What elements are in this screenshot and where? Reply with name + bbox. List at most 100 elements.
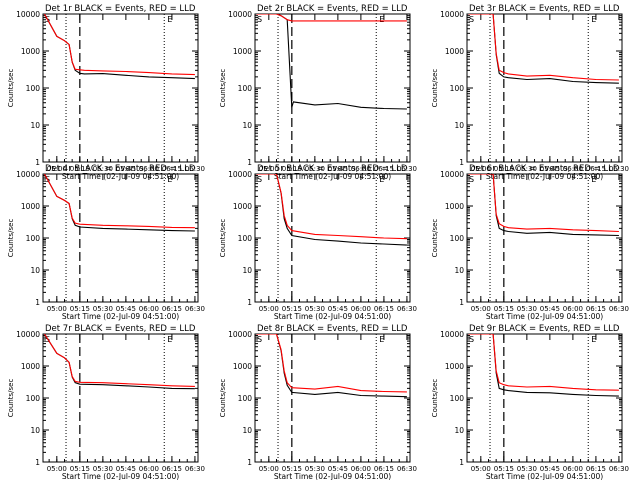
x-tick-label: 06:30 (609, 305, 629, 313)
y-tick-label: 1 (247, 158, 252, 167)
plot-frame (466, 13, 623, 163)
y-tick-label: 10 (454, 426, 464, 435)
series-line-lld (44, 334, 195, 387)
x-tick-label: 05:15 (282, 305, 302, 313)
y-tick-label: 10 (30, 121, 40, 130)
chart-panel-7: Det 7r BLACK = Events, RED = LLD 1 10 100 10… (7, 324, 205, 481)
x-tick-label: 05:45 (540, 305, 560, 313)
chart-title: Det 7r BLACK = Events, RED = LLD (45, 324, 196, 334)
end-corner-label: E (591, 175, 596, 184)
x-tick-label: 05:00 (471, 465, 491, 473)
chart-title: Det 6r BLACK = Events, RED = LLD (469, 164, 620, 174)
x-tick-label: 06:30 (185, 305, 205, 313)
chart-title: Det 3r BLACK = Events, RED = LLD (469, 4, 620, 14)
x-tick-label: 05:00 (471, 305, 491, 313)
x-axis-label: Start Time (02-Jul-09 04:51:00) (62, 312, 179, 321)
x-tick-label: 05:15 (70, 165, 90, 173)
x-axis-label: Start Time (02-Jul-09 04:51:00) (274, 172, 391, 181)
y-tick-label: 10 (454, 121, 464, 130)
series-line-lld (468, 174, 619, 233)
y-tick-label: 100 (26, 84, 41, 93)
x-tick-label: 06:15 (586, 165, 606, 173)
end-corner-label: E (167, 175, 172, 184)
x-tick-label: 06:30 (185, 465, 205, 473)
chart-title: Det 5r BLACK = Events, RED = LLD (257, 164, 408, 174)
series-line-lld (468, 14, 619, 81)
x-tick-label: 06:15 (374, 305, 394, 313)
series-line-lld (256, 14, 407, 22)
y-tick-label: 100 (238, 234, 253, 243)
end-corner-label: E (591, 335, 596, 344)
x-tick-label: 05:45 (116, 465, 136, 473)
y-tick-label: 1 (35, 298, 40, 307)
x-tick-label: 06:15 (374, 165, 394, 173)
end-corner-label: E (379, 335, 384, 344)
y-axis-label: Counts/sec (219, 379, 227, 418)
x-tick-label: 05:30 (93, 305, 113, 313)
x-tick-label: 06:30 (397, 465, 417, 473)
x-tick-label: 05:15 (282, 465, 302, 473)
series-line-events (468, 14, 619, 84)
x-tick-label: 06:15 (162, 465, 182, 473)
x-tick-label: 05:00 (47, 465, 67, 473)
x-tick-label: 06:30 (397, 305, 417, 313)
chart-title: Det 9r BLACK = Events, RED = LLD (469, 324, 620, 334)
x-tick-label: 05:30 (93, 165, 113, 173)
x-axis-label: Start Time (02-Jul-09 04:51:00) (486, 172, 603, 181)
y-tick-label: 100 (450, 84, 465, 93)
start-corner-label: S (469, 15, 474, 24)
y-tick-label: 1000 (445, 362, 464, 371)
y-tick-label: 10000 (228, 330, 252, 339)
y-tick-label: 100 (26, 394, 41, 403)
y-tick-label: 1000 (233, 202, 252, 211)
x-tick-label: 05:00 (47, 305, 67, 313)
start-corner-label: S (257, 15, 262, 24)
chart-panel-1: Det 1r BLACK = Events, RED = LLD 1 10 100 10… (7, 4, 205, 181)
x-tick-label: 06:30 (609, 465, 629, 473)
y-axis-label: Counts/sec (219, 219, 227, 258)
x-tick-label: 05:00 (471, 165, 491, 173)
x-tick-label: 05:00 (259, 305, 279, 313)
x-axis-label: Start Time (02-Jul-09 04:51:00) (486, 312, 603, 321)
x-tick-label: 06:00 (139, 305, 159, 313)
y-tick-label: 10 (242, 426, 252, 435)
chart-panel-2: Det 2r BLACK = Events, RED = LLD 1 10 100 10… (219, 4, 417, 181)
y-tick-label: 1 (247, 458, 252, 467)
chart-panel-8: Det 8r BLACK = Events, RED = LLD 1 10 100 10… (219, 324, 417, 481)
y-tick-label: 1000 (445, 202, 464, 211)
chart-panel-3: Det 3r BLACK = Events, RED = LLD 1 10 100 10… (431, 4, 629, 181)
x-tick-label: 06:00 (563, 465, 583, 473)
chart-title: Det 8r BLACK = Events, RED = LLD (257, 324, 408, 334)
x-tick-label: 05:15 (494, 165, 514, 173)
y-tick-label: 1 (35, 158, 40, 167)
series-line-events (256, 14, 407, 110)
end-corner-label: E (167, 15, 172, 24)
x-axis-label: Start Time (02-Jul-09 04:51:00) (62, 172, 179, 181)
start-corner-label: S (469, 335, 474, 344)
chart-title: Det 2r BLACK = Events, RED = LLD (257, 4, 408, 14)
chart-title: Det 4r BLACK = Events, RED = LLD (45, 164, 196, 174)
y-tick-label: 1000 (233, 47, 252, 56)
x-tick-label: 05:30 (305, 305, 325, 313)
start-corner-label: S (469, 175, 474, 184)
y-tick-label: 1000 (21, 202, 40, 211)
x-tick-label: 05:00 (47, 165, 67, 173)
y-tick-label: 10 (30, 266, 40, 275)
chart-panel-5: Det 5r BLACK = Events, RED = LLD 1 10 100 10… (219, 164, 417, 321)
x-tick-label: 05:45 (328, 305, 348, 313)
y-tick-label: 1 (247, 298, 252, 307)
y-tick-label: 100 (450, 394, 465, 403)
y-tick-label: 1 (459, 158, 464, 167)
y-tick-label: 10000 (440, 170, 464, 179)
y-axis-label: Counts/sec (431, 69, 439, 108)
x-tick-label: 06:00 (139, 165, 159, 173)
x-tick-label: 05:30 (305, 165, 325, 173)
start-corner-label: S (257, 175, 262, 184)
x-tick-label: 06:00 (351, 465, 371, 473)
chart-title: Det 1r BLACK = Events, RED = LLD (45, 4, 196, 14)
series-line-lld (44, 174, 195, 229)
y-tick-label: 1000 (21, 362, 40, 371)
x-tick-label: 05:45 (116, 165, 136, 173)
end-corner-label: E (379, 175, 384, 184)
